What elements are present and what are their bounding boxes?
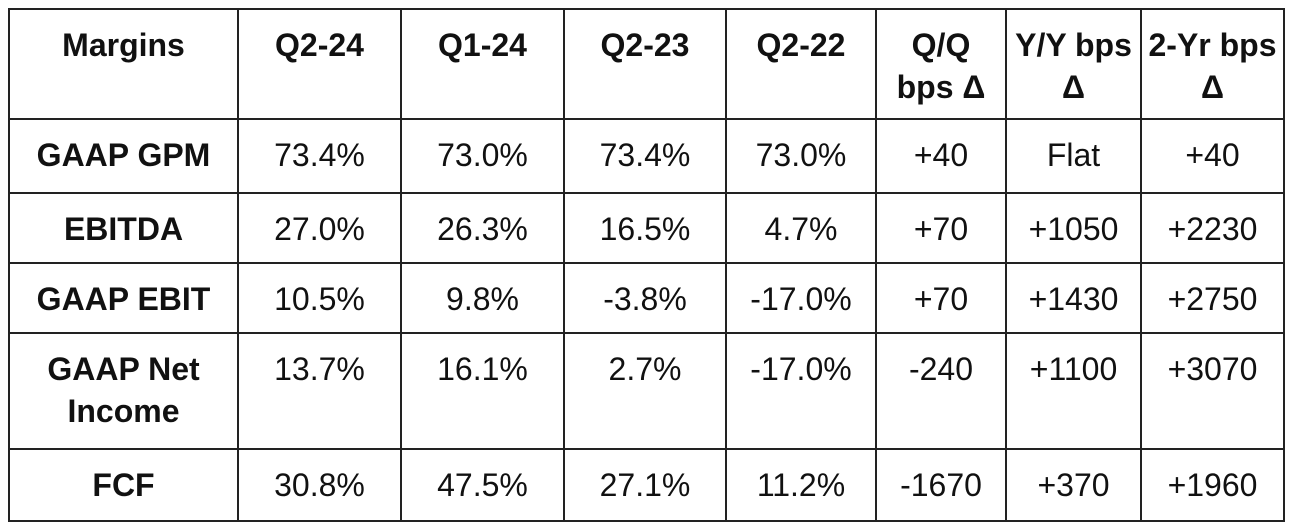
cell: +370	[1005, 448, 1142, 522]
cell: +40	[1140, 118, 1285, 194]
row-header: GAAP GPM	[8, 118, 239, 194]
cell: +2750	[1140, 262, 1285, 334]
cell: +70	[875, 192, 1007, 264]
cell: 47.5%	[400, 448, 565, 522]
cell: +1960	[1140, 448, 1285, 522]
cell: -17.0%	[725, 262, 877, 334]
table-row: FCF 30.8% 47.5% 27.1% 11.2% -1670 +370 +1960	[8, 448, 1285, 522]
header-cell: Q2-23	[563, 8, 727, 120]
cell: 10.5%	[237, 262, 402, 334]
header-cell: Q2-24	[237, 8, 402, 120]
cell: Flat	[1005, 118, 1142, 194]
cell: 73.0%	[725, 118, 877, 194]
header-cell: Q/Q bps Δ	[875, 8, 1007, 120]
header-cell: Q1-24	[400, 8, 565, 120]
cell: 16.1%	[400, 332, 565, 450]
cell: +1100	[1005, 332, 1142, 450]
cell: +3070	[1140, 332, 1285, 450]
header-cell: 2-Yr bps Δ	[1140, 8, 1285, 120]
cell: 27.1%	[563, 448, 727, 522]
cell: -1670	[875, 448, 1007, 522]
cell: -3.8%	[563, 262, 727, 334]
header-cell: Y/Y bps Δ	[1005, 8, 1142, 120]
table-row: GAAP GPM 73.4% 73.0% 73.4% 73.0% +40 Flat +40	[8, 118, 1285, 194]
row-header: GAAP EBIT	[8, 262, 239, 334]
cell: 16.5%	[563, 192, 727, 264]
cell: +2230	[1140, 192, 1285, 264]
cell: 26.3%	[400, 192, 565, 264]
cell: -17.0%	[725, 332, 877, 450]
cell: +1430	[1005, 262, 1142, 334]
cell: 73.0%	[400, 118, 565, 194]
table-row: GAAP Net Income 13.7% 16.1% 2.7% -17.0% -240 +…	[8, 332, 1285, 450]
cell: 27.0%	[237, 192, 402, 264]
header-cell: Q2-22	[725, 8, 877, 120]
cell: 13.7%	[237, 332, 402, 450]
cell: 9.8%	[400, 262, 565, 334]
row-header: FCF	[8, 448, 239, 522]
header-cell: Margins	[8, 8, 239, 120]
cell: 11.2%	[725, 448, 877, 522]
cell: 30.8%	[237, 448, 402, 522]
cell: 73.4%	[563, 118, 727, 194]
cell: +40	[875, 118, 1007, 194]
header-row: Margins Q2-24 Q1-24 Q2-23 Q2-22 Q/Q bps Δ Y/Y …	[8, 8, 1285, 120]
margins-table: Margins Q2-24 Q1-24 Q2-23 Q2-22 Q/Q bps Δ Y/Y …	[8, 8, 1285, 522]
cell: 4.7%	[725, 192, 877, 264]
cell: 73.4%	[237, 118, 402, 194]
cell: 2.7%	[563, 332, 727, 450]
cell: +1050	[1005, 192, 1142, 264]
row-header: GAAP Net Income	[8, 332, 239, 450]
cell: +70	[875, 262, 1007, 334]
row-header: EBITDA	[8, 192, 239, 264]
table-row: EBITDA 27.0% 26.3% 16.5% 4.7% +70 +1050 +2230	[8, 192, 1285, 264]
table-row: GAAP EBIT 10.5% 9.8% -3.8% -17.0% +70 +1430 +27…	[8, 262, 1285, 334]
cell: -240	[875, 332, 1007, 450]
